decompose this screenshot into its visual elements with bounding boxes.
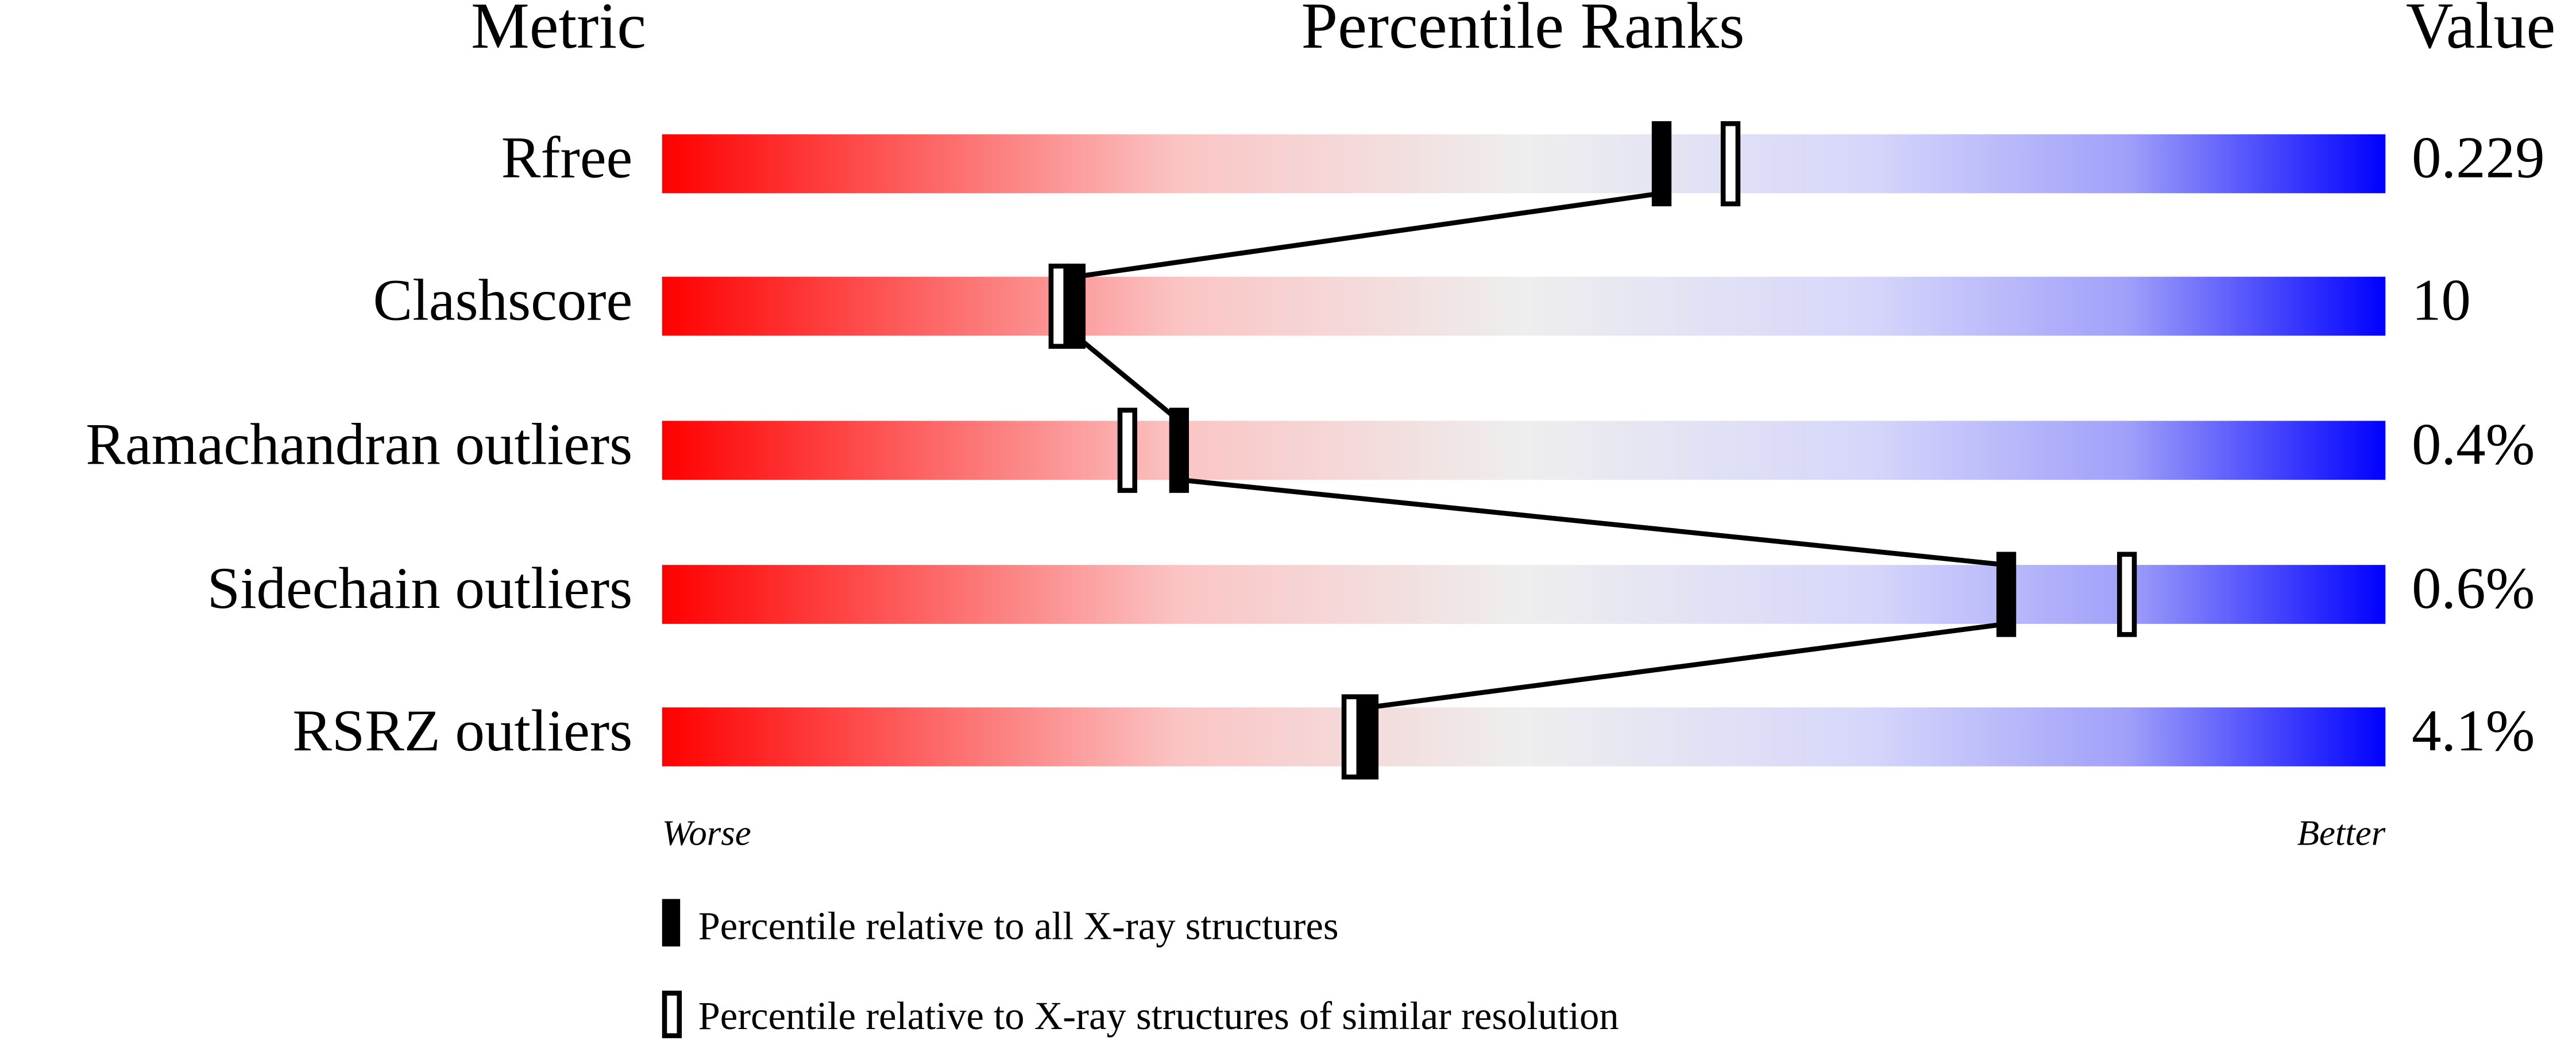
metric-label: Sidechain outliers — [207, 556, 633, 621]
legend-entry: Percentile relative to all X-ray structu… — [698, 904, 1339, 948]
metric-label: Clashscore — [373, 268, 633, 333]
percentile-bar — [662, 421, 2386, 480]
metric-label: Rfree — [501, 125, 633, 191]
percentile-bar — [662, 276, 2386, 336]
marker-all-structures — [1065, 263, 1086, 349]
marker-similar-resolution — [1720, 121, 1741, 207]
axis-label-worse: Worse — [662, 813, 751, 853]
connector-line — [1075, 191, 1662, 279]
marker-similar-resolution — [1048, 263, 1068, 349]
percentile-bar — [662, 707, 2386, 766]
header-percentile: Percentile Ranks — [1301, 0, 1745, 62]
metric-label: Ramachandran outliers — [86, 411, 632, 477]
marker-similar-resolution — [2117, 552, 2137, 637]
marker-all-structures — [1358, 694, 1379, 780]
header-metric: Metric — [471, 0, 646, 62]
marker-all-structures — [1996, 552, 2017, 637]
metric-label: RSRZ outliers — [292, 698, 632, 764]
metric-value: 0.229 — [2412, 125, 2545, 191]
percentile-bar — [662, 134, 2386, 194]
axis-label-better: Better — [2297, 813, 2385, 853]
legend-entry: Percentile relative to X-ray structures … — [698, 994, 1619, 1038]
marker-similar-resolution — [1117, 407, 1138, 493]
legend-swatch-open — [662, 991, 682, 1038]
metric-value: 0.4% — [2412, 411, 2535, 477]
legend-swatch-filled — [662, 899, 681, 947]
marker-all-structures — [1169, 407, 1189, 493]
connector-line — [1179, 477, 2007, 568]
metric-value: 0.6% — [2412, 556, 2535, 621]
percentile-bar — [662, 565, 2386, 624]
marker-all-structures — [1651, 121, 1672, 207]
connector-line — [1368, 621, 2007, 710]
metric-value: 4.1% — [2412, 698, 2535, 764]
header-value: Value — [2406, 0, 2555, 62]
connector-line — [1074, 333, 1181, 423]
marker-similar-resolution — [1341, 694, 1362, 780]
metric-value: 10 — [2412, 268, 2471, 333]
